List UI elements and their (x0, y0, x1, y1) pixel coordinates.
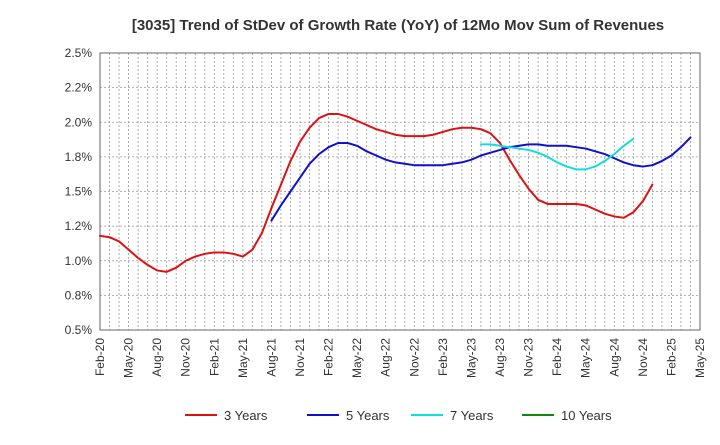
x-tick-label: Aug-23 (493, 338, 507, 377)
series-line-7-years (479, 137, 635, 171)
grid (99, 52, 701, 331)
legend-label: 5 Years (346, 408, 390, 423)
x-tick-label: Nov-24 (636, 338, 650, 377)
y-tick-label: 2.0% (65, 115, 93, 129)
legend-label: 7 Years (450, 408, 494, 423)
series-line-5-years (270, 136, 692, 222)
chart-title: [3035] Trend of StDev of Growth Rate (Yo… (132, 17, 664, 34)
x-tick-label: Feb-22 (322, 338, 336, 376)
axes: 0.5% 0.8% 1.0% 1.2% 1.5% 1.8% 2.0% 2.2% 2.5% Feb-… (65, 46, 707, 378)
x-tick-label: May-20 (122, 338, 136, 378)
series-line-3-years (99, 112, 654, 273)
y-tick-label: 2.5% (65, 46, 93, 60)
legend-label: 3 Years (224, 408, 268, 423)
x-tick-label: May-21 (236, 338, 250, 378)
series-lines (99, 112, 692, 273)
y-tick-label: 1.5% (65, 185, 93, 199)
y-tick-label: 1.8% (65, 150, 93, 164)
x-tick-label: Nov-22 (407, 338, 421, 377)
x-tick-label: Feb-20 (93, 338, 107, 376)
x-tick-label: Feb-25 (664, 338, 678, 376)
y-tick-label: 1.2% (65, 219, 93, 233)
plot-border (99, 52, 701, 331)
y-tick-label: 1.0% (65, 254, 93, 268)
x-tick-label: May-22 (350, 338, 364, 378)
x-tick-label: Nov-21 (293, 338, 307, 377)
x-tick-label: Nov-23 (522, 338, 536, 377)
x-tick-label: Feb-23 (436, 338, 450, 376)
x-tick-label: Aug-21 (264, 338, 278, 377)
x-tick-label: May-25 (693, 338, 707, 378)
x-tick-label: Feb-21 (207, 338, 221, 376)
y-tick-label: 0.5% (65, 323, 93, 337)
legend-label: 10 Years (561, 408, 612, 423)
x-tick-label: Nov-20 (179, 338, 193, 377)
x-tick-label: May-23 (464, 338, 478, 378)
x-tick-label: Aug-22 (379, 338, 393, 377)
x-tick-label: Aug-20 (150, 338, 164, 377)
y-tick-label: 2.2% (65, 81, 93, 95)
x-tick-label: Feb-24 (550, 338, 564, 376)
x-tick-label: May-24 (579, 338, 593, 378)
x-tick-label: Aug-24 (607, 338, 621, 377)
legend: 3 Years 5 Years 7 Years 10 Years (185, 408, 612, 423)
y-tick-label: 0.8% (65, 288, 93, 302)
